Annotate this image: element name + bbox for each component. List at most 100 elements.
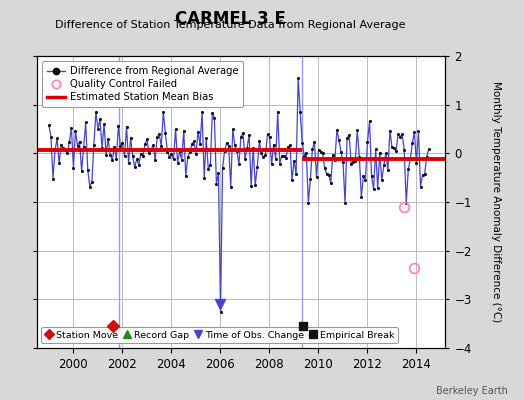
Point — [337, 148, 345, 155]
Point — [69, 164, 78, 171]
Point — [410, 128, 419, 135]
Point — [379, 162, 388, 169]
Point — [98, 145, 106, 151]
Point — [122, 124, 130, 130]
Point — [418, 172, 427, 178]
Point — [149, 141, 157, 148]
Point — [302, 149, 311, 156]
Point — [300, 152, 309, 159]
Point — [359, 172, 368, 179]
Point — [324, 172, 333, 178]
Point — [394, 131, 402, 137]
Point — [355, 154, 364, 160]
Point — [424, 146, 433, 153]
Point — [126, 134, 135, 141]
Point — [267, 161, 276, 168]
Point — [163, 149, 171, 155]
Point — [198, 109, 206, 115]
Point — [335, 136, 343, 143]
Point — [176, 148, 184, 155]
Point — [276, 160, 284, 167]
Point — [96, 116, 104, 122]
Point — [253, 164, 261, 170]
Point — [306, 176, 314, 182]
Point — [210, 114, 219, 121]
Point — [233, 148, 241, 154]
Point — [137, 151, 145, 157]
Point — [265, 134, 274, 140]
Point — [80, 144, 88, 151]
Point — [116, 143, 125, 150]
Point — [369, 186, 378, 192]
Point — [73, 142, 82, 149]
Point — [357, 194, 366, 200]
Point — [245, 132, 253, 138]
Point — [147, 147, 155, 154]
Point — [57, 142, 66, 148]
Point — [274, 109, 282, 115]
Point — [183, 154, 192, 160]
Point — [71, 128, 80, 134]
Point — [65, 139, 73, 145]
Point — [392, 148, 400, 154]
Point — [206, 162, 214, 168]
Point — [280, 153, 288, 160]
Point — [188, 141, 196, 147]
Point — [165, 154, 173, 160]
Point — [190, 138, 198, 145]
Point — [78, 168, 86, 174]
Point — [59, 145, 68, 151]
Point — [239, 130, 247, 136]
Point — [329, 152, 337, 158]
Point — [180, 127, 188, 134]
Point — [204, 166, 212, 172]
Point — [173, 160, 182, 166]
Point — [192, 151, 200, 157]
Point — [361, 176, 369, 183]
Point — [169, 156, 178, 162]
Point — [390, 145, 398, 152]
Point — [108, 157, 116, 163]
Point — [290, 157, 298, 164]
Point — [321, 165, 329, 172]
Point — [112, 156, 121, 162]
Point — [221, 148, 229, 154]
Point — [376, 150, 384, 156]
Point — [216, 308, 225, 315]
Text: Berkeley Earth: Berkeley Earth — [436, 386, 508, 396]
Point — [231, 142, 239, 149]
Point — [345, 131, 353, 138]
Point — [45, 122, 53, 128]
Point — [353, 127, 362, 134]
Y-axis label: Monthly Temperature Anomaly Difference (°C): Monthly Temperature Anomaly Difference (… — [491, 81, 501, 323]
Point — [196, 141, 204, 147]
Point — [367, 173, 376, 180]
Point — [408, 140, 417, 146]
Point — [185, 149, 194, 155]
Point — [130, 164, 139, 170]
Point — [372, 146, 380, 153]
Point — [351, 158, 359, 164]
Point — [243, 145, 252, 152]
Point — [90, 142, 98, 148]
Point — [182, 173, 190, 179]
Point — [153, 134, 161, 140]
Point — [422, 154, 431, 160]
Point — [237, 134, 245, 140]
Point — [400, 147, 408, 153]
Point — [312, 174, 321, 180]
Point — [288, 177, 296, 183]
Point — [384, 167, 392, 174]
Point — [316, 148, 325, 155]
Point — [212, 181, 221, 188]
Point — [121, 153, 129, 159]
Point — [251, 182, 259, 188]
Point — [92, 109, 100, 115]
Point — [331, 157, 339, 163]
Point — [171, 126, 180, 132]
Point — [219, 165, 227, 171]
Point — [235, 161, 243, 167]
Point — [386, 128, 394, 134]
Point — [292, 171, 300, 178]
Point — [347, 160, 355, 167]
